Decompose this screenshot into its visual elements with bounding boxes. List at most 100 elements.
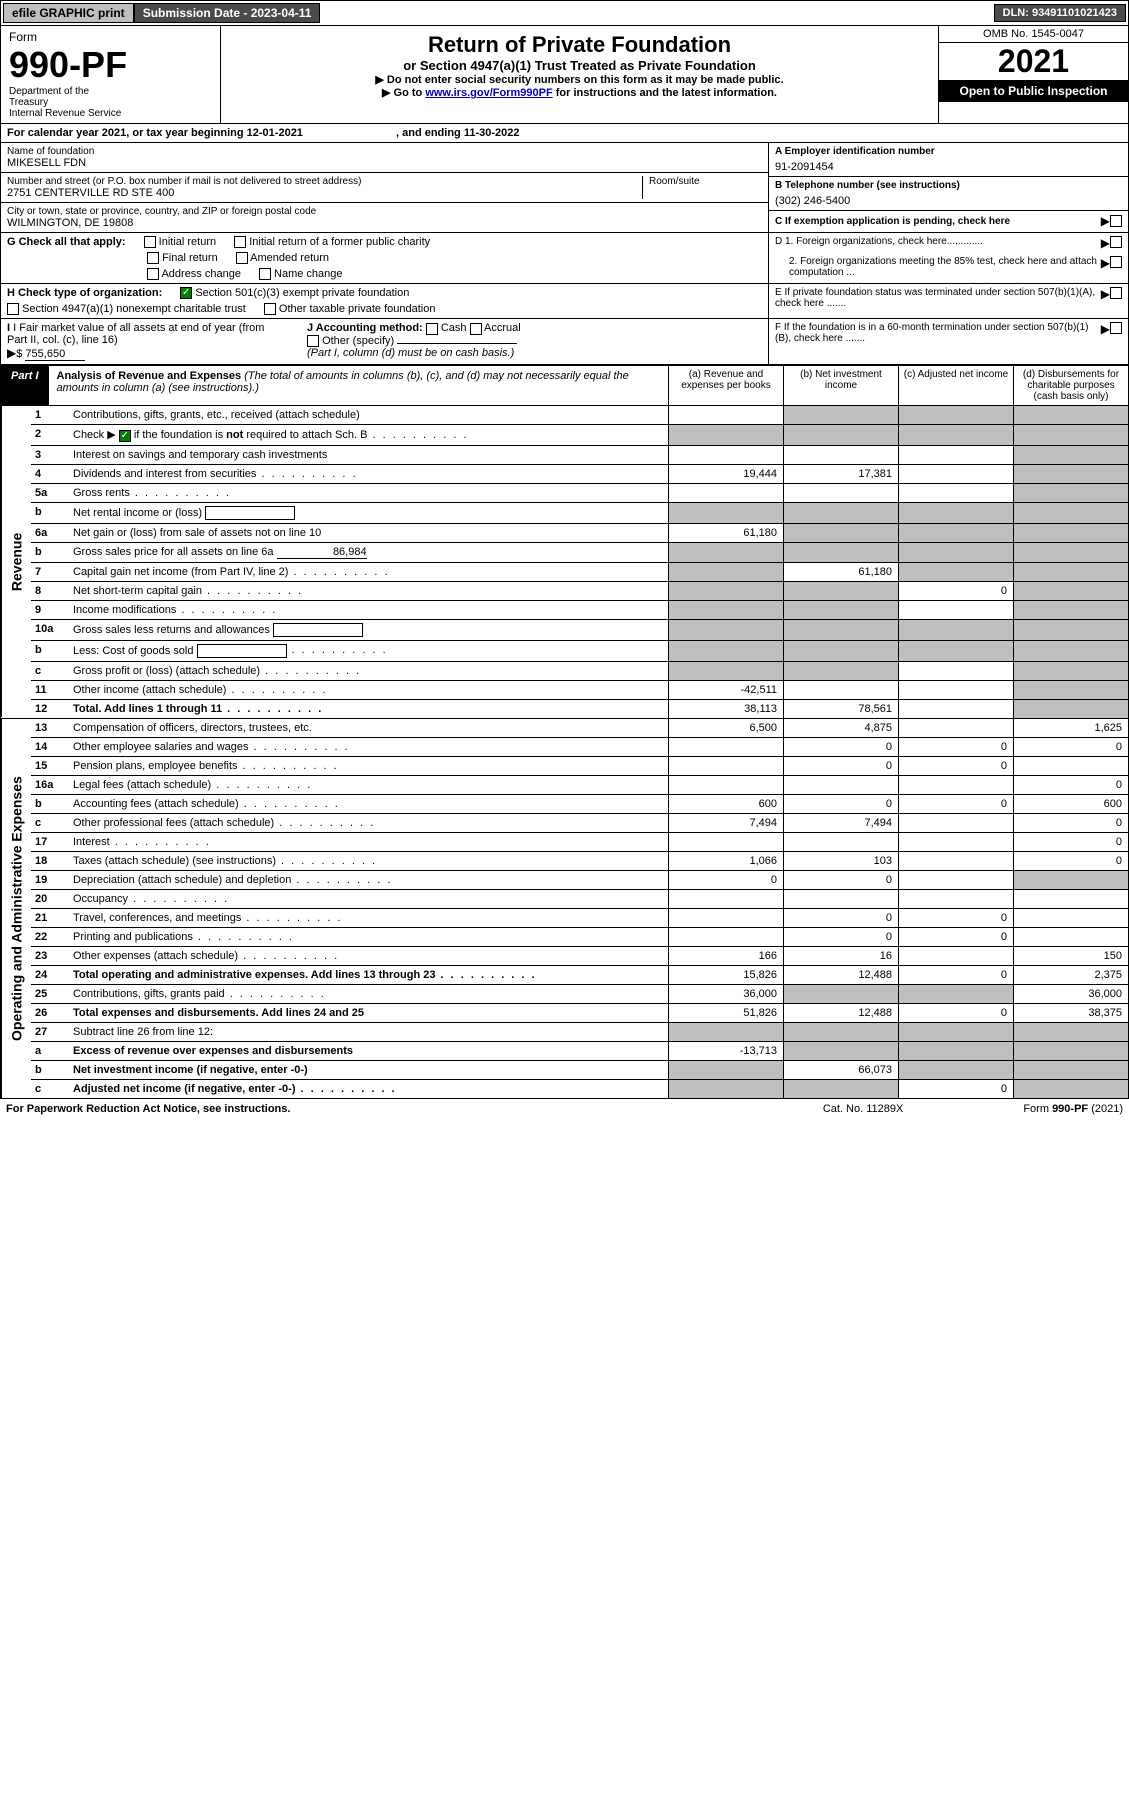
j-cash-checkbox[interactable]: [426, 323, 438, 335]
amount-cell: 600: [668, 795, 783, 813]
g-amended-checkbox[interactable]: [236, 252, 248, 264]
g-opt-4: Address change: [161, 268, 241, 280]
e-checkbox[interactable]: [1110, 287, 1122, 299]
amount-cell: [668, 757, 783, 775]
col-d-header: (d) Disbursements for charitable purpose…: [1013, 366, 1128, 405]
h-other-checkbox[interactable]: [264, 303, 276, 315]
table-row: 10aGross sales less returns and allowanc…: [31, 619, 1128, 640]
line-description: Total expenses and disbursements. Add li…: [69, 1004, 668, 1022]
line-description: Printing and publications: [69, 928, 668, 946]
table-row: 23Other expenses (attach schedule)166161…: [31, 946, 1128, 965]
amount-cell: [668, 890, 783, 908]
amount-cell: [898, 620, 1013, 640]
amount-cell: [1013, 465, 1128, 483]
amount-cell: [783, 1023, 898, 1041]
g-initial-former-checkbox[interactable]: [234, 236, 246, 248]
g-final-checkbox[interactable]: [147, 252, 159, 264]
d2-checkbox[interactable]: [1110, 256, 1122, 268]
table-row: 13Compensation of officers, directors, t…: [31, 719, 1128, 737]
line-description: Less: Cost of goods sold: [69, 641, 668, 661]
col-a-header: (a) Revenue and expenses per books: [668, 366, 783, 405]
amount-cell: [898, 662, 1013, 680]
h-501c3-checkbox[interactable]: [180, 287, 192, 299]
submission-date: Submission Date - 2023-04-11: [134, 3, 321, 23]
amount-cell: [783, 425, 898, 444]
f-checkbox[interactable]: [1110, 322, 1122, 334]
g-name-checkbox[interactable]: [259, 268, 271, 280]
amount-cell: [668, 641, 783, 661]
open-public-badge: Open to Public Inspection: [939, 80, 1128, 102]
arrow-icon: ▶: [1101, 236, 1110, 250]
amount-cell: [1013, 484, 1128, 502]
d1-checkbox[interactable]: [1110, 236, 1122, 248]
line-description: Contributions, gifts, grants, etc., rece…: [69, 406, 668, 424]
j-other-input[interactable]: [397, 343, 517, 344]
j-other-checkbox[interactable]: [307, 335, 319, 347]
line-number: 18: [31, 852, 69, 870]
amount-cell: [1013, 909, 1128, 927]
g-address-checkbox[interactable]: [147, 268, 159, 280]
table-row: 4Dividends and interest from securities1…: [31, 464, 1128, 483]
line-number: 5a: [31, 484, 69, 502]
schb-checkbox[interactable]: [119, 430, 131, 442]
amount-cell: 17,381: [783, 465, 898, 483]
table-row: 2Check ▶ if the foundation is not requir…: [31, 424, 1128, 444]
amount-cell: [668, 446, 783, 464]
line-description: Net investment income (if negative, ente…: [69, 1061, 668, 1079]
part1-title: Analysis of Revenue and Expenses: [57, 370, 242, 382]
amount-cell: 1,066: [668, 852, 783, 870]
part1-table: Revenue 1Contributions, gifts, grants, e…: [0, 406, 1129, 718]
amount-cell: [898, 641, 1013, 661]
name-ein-row: Name of foundation MIKESELL FDN Number a…: [0, 143, 1129, 233]
h-4947-checkbox[interactable]: [7, 303, 19, 315]
amount-cell: 0: [783, 928, 898, 946]
table-row: cOther professional fees (attach schedul…: [31, 813, 1128, 832]
amount-cell: [1013, 757, 1128, 775]
table-row: 26Total expenses and disbursements. Add …: [31, 1003, 1128, 1022]
j-accrual-checkbox[interactable]: [470, 323, 482, 335]
amount-cell: 0: [898, 966, 1013, 984]
amount-cell: 0: [1013, 833, 1128, 851]
form-title: Return of Private Foundation: [227, 32, 932, 58]
amount-cell: [898, 833, 1013, 851]
amount-cell: 0: [668, 871, 783, 889]
part1-header-row: Part I Analysis of Revenue and Expenses …: [0, 365, 1129, 406]
form-header: Form 990-PF Department of theTreasuryInt…: [0, 26, 1129, 124]
line-number: b: [31, 503, 69, 523]
line-number: c: [31, 814, 69, 832]
amount-cell: [1013, 662, 1128, 680]
line-description: Depreciation (attach schedule) and deple…: [69, 871, 668, 889]
table-row: 15Pension plans, employee benefits00: [31, 756, 1128, 775]
line-number: 4: [31, 465, 69, 483]
arrow-icon: ▶: [7, 346, 16, 360]
amount-cell: [668, 833, 783, 851]
amount-cell: [668, 1023, 783, 1041]
amount-cell: [668, 425, 783, 444]
line-description: Other expenses (attach schedule): [69, 947, 668, 965]
amount-cell: [1013, 563, 1128, 581]
amount-cell: [1013, 700, 1128, 718]
amount-cell: [898, 1023, 1013, 1041]
h-opt3: Other taxable private foundation: [279, 303, 436, 315]
line-number: 24: [31, 966, 69, 984]
amount-cell: [898, 776, 1013, 794]
line-description: Total operating and administrative expen…: [69, 966, 668, 984]
line-number: 6a: [31, 524, 69, 542]
efile-button[interactable]: efile GRAPHIC print: [3, 3, 134, 23]
h-opt2: Section 4947(a)(1) nonexempt charitable …: [22, 303, 246, 315]
g-opt-0: Initial return: [159, 236, 216, 248]
amount-cell: [783, 1042, 898, 1060]
col-b-header: (b) Net investment income: [783, 366, 898, 405]
page-footer: For Paperwork Reduction Act Notice, see …: [0, 1099, 1129, 1119]
g-initial-checkbox[interactable]: [144, 236, 156, 248]
note2-pre: ▶ Go to: [382, 87, 425, 99]
irs-link[interactable]: www.irs.gov/Form990PF: [425, 87, 552, 99]
amount-cell: [898, 563, 1013, 581]
d2-label: 2. Foreign organizations meeting the 85%…: [775, 256, 1101, 278]
j-cash: Cash: [441, 322, 467, 334]
line-description: Gross sales price for all assets on line…: [69, 543, 668, 562]
amount-cell: 12,488: [783, 966, 898, 984]
amount-cell: 0: [783, 909, 898, 927]
table-row: 20Occupancy: [31, 889, 1128, 908]
c-checkbox[interactable]: [1110, 215, 1122, 227]
